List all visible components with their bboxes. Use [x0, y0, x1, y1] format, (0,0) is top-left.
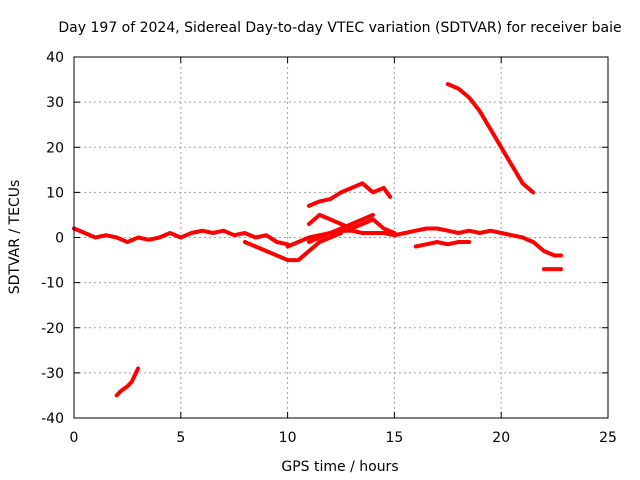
series-track-j [413, 240, 472, 249]
series-group [72, 82, 563, 398]
series-track-k [445, 82, 536, 195]
x-tick-label: 20 [492, 430, 510, 446]
chart-title: Day 197 of 2024, Sidereal Day-to-day VTE… [58, 20, 621, 36]
y-tick-label: 20 [46, 140, 64, 156]
x-tick-label: 5 [176, 430, 185, 446]
y-tick-label: 30 [46, 95, 64, 111]
y-tick-label: 40 [46, 50, 64, 66]
series-track-g [307, 181, 393, 208]
series-track-c [285, 228, 397, 249]
series-track-b [178, 228, 290, 247]
series-track-m [114, 366, 141, 398]
y-tick-label: 10 [46, 185, 64, 201]
y-tick-label: -20 [41, 321, 64, 337]
x-tick-label: 25 [599, 430, 617, 446]
series-track-i [307, 212, 375, 244]
series-track-d [392, 226, 461, 238]
series-track-a [72, 226, 183, 244]
y-tick-label: -10 [41, 276, 64, 292]
series-track-e [456, 228, 563, 258]
x-tick-label: 10 [279, 430, 297, 446]
x-axis-title: GPS time / hours [281, 459, 398, 475]
y-tick-label: -40 [41, 411, 64, 427]
series-track-h [307, 212, 397, 235]
y-axis-title: SDTVAR / TECUs [7, 180, 23, 295]
y-tick-label: -30 [41, 366, 64, 382]
y-tick-label: 0 [55, 231, 64, 247]
x-tick-label: 0 [70, 430, 79, 446]
ticks: 0 5 10 15 20 25 -40 -30 -20 -10 0 10 20 30 40 [41, 50, 617, 446]
x-tick-label: 15 [385, 430, 403, 446]
series-track-f [242, 231, 343, 263]
